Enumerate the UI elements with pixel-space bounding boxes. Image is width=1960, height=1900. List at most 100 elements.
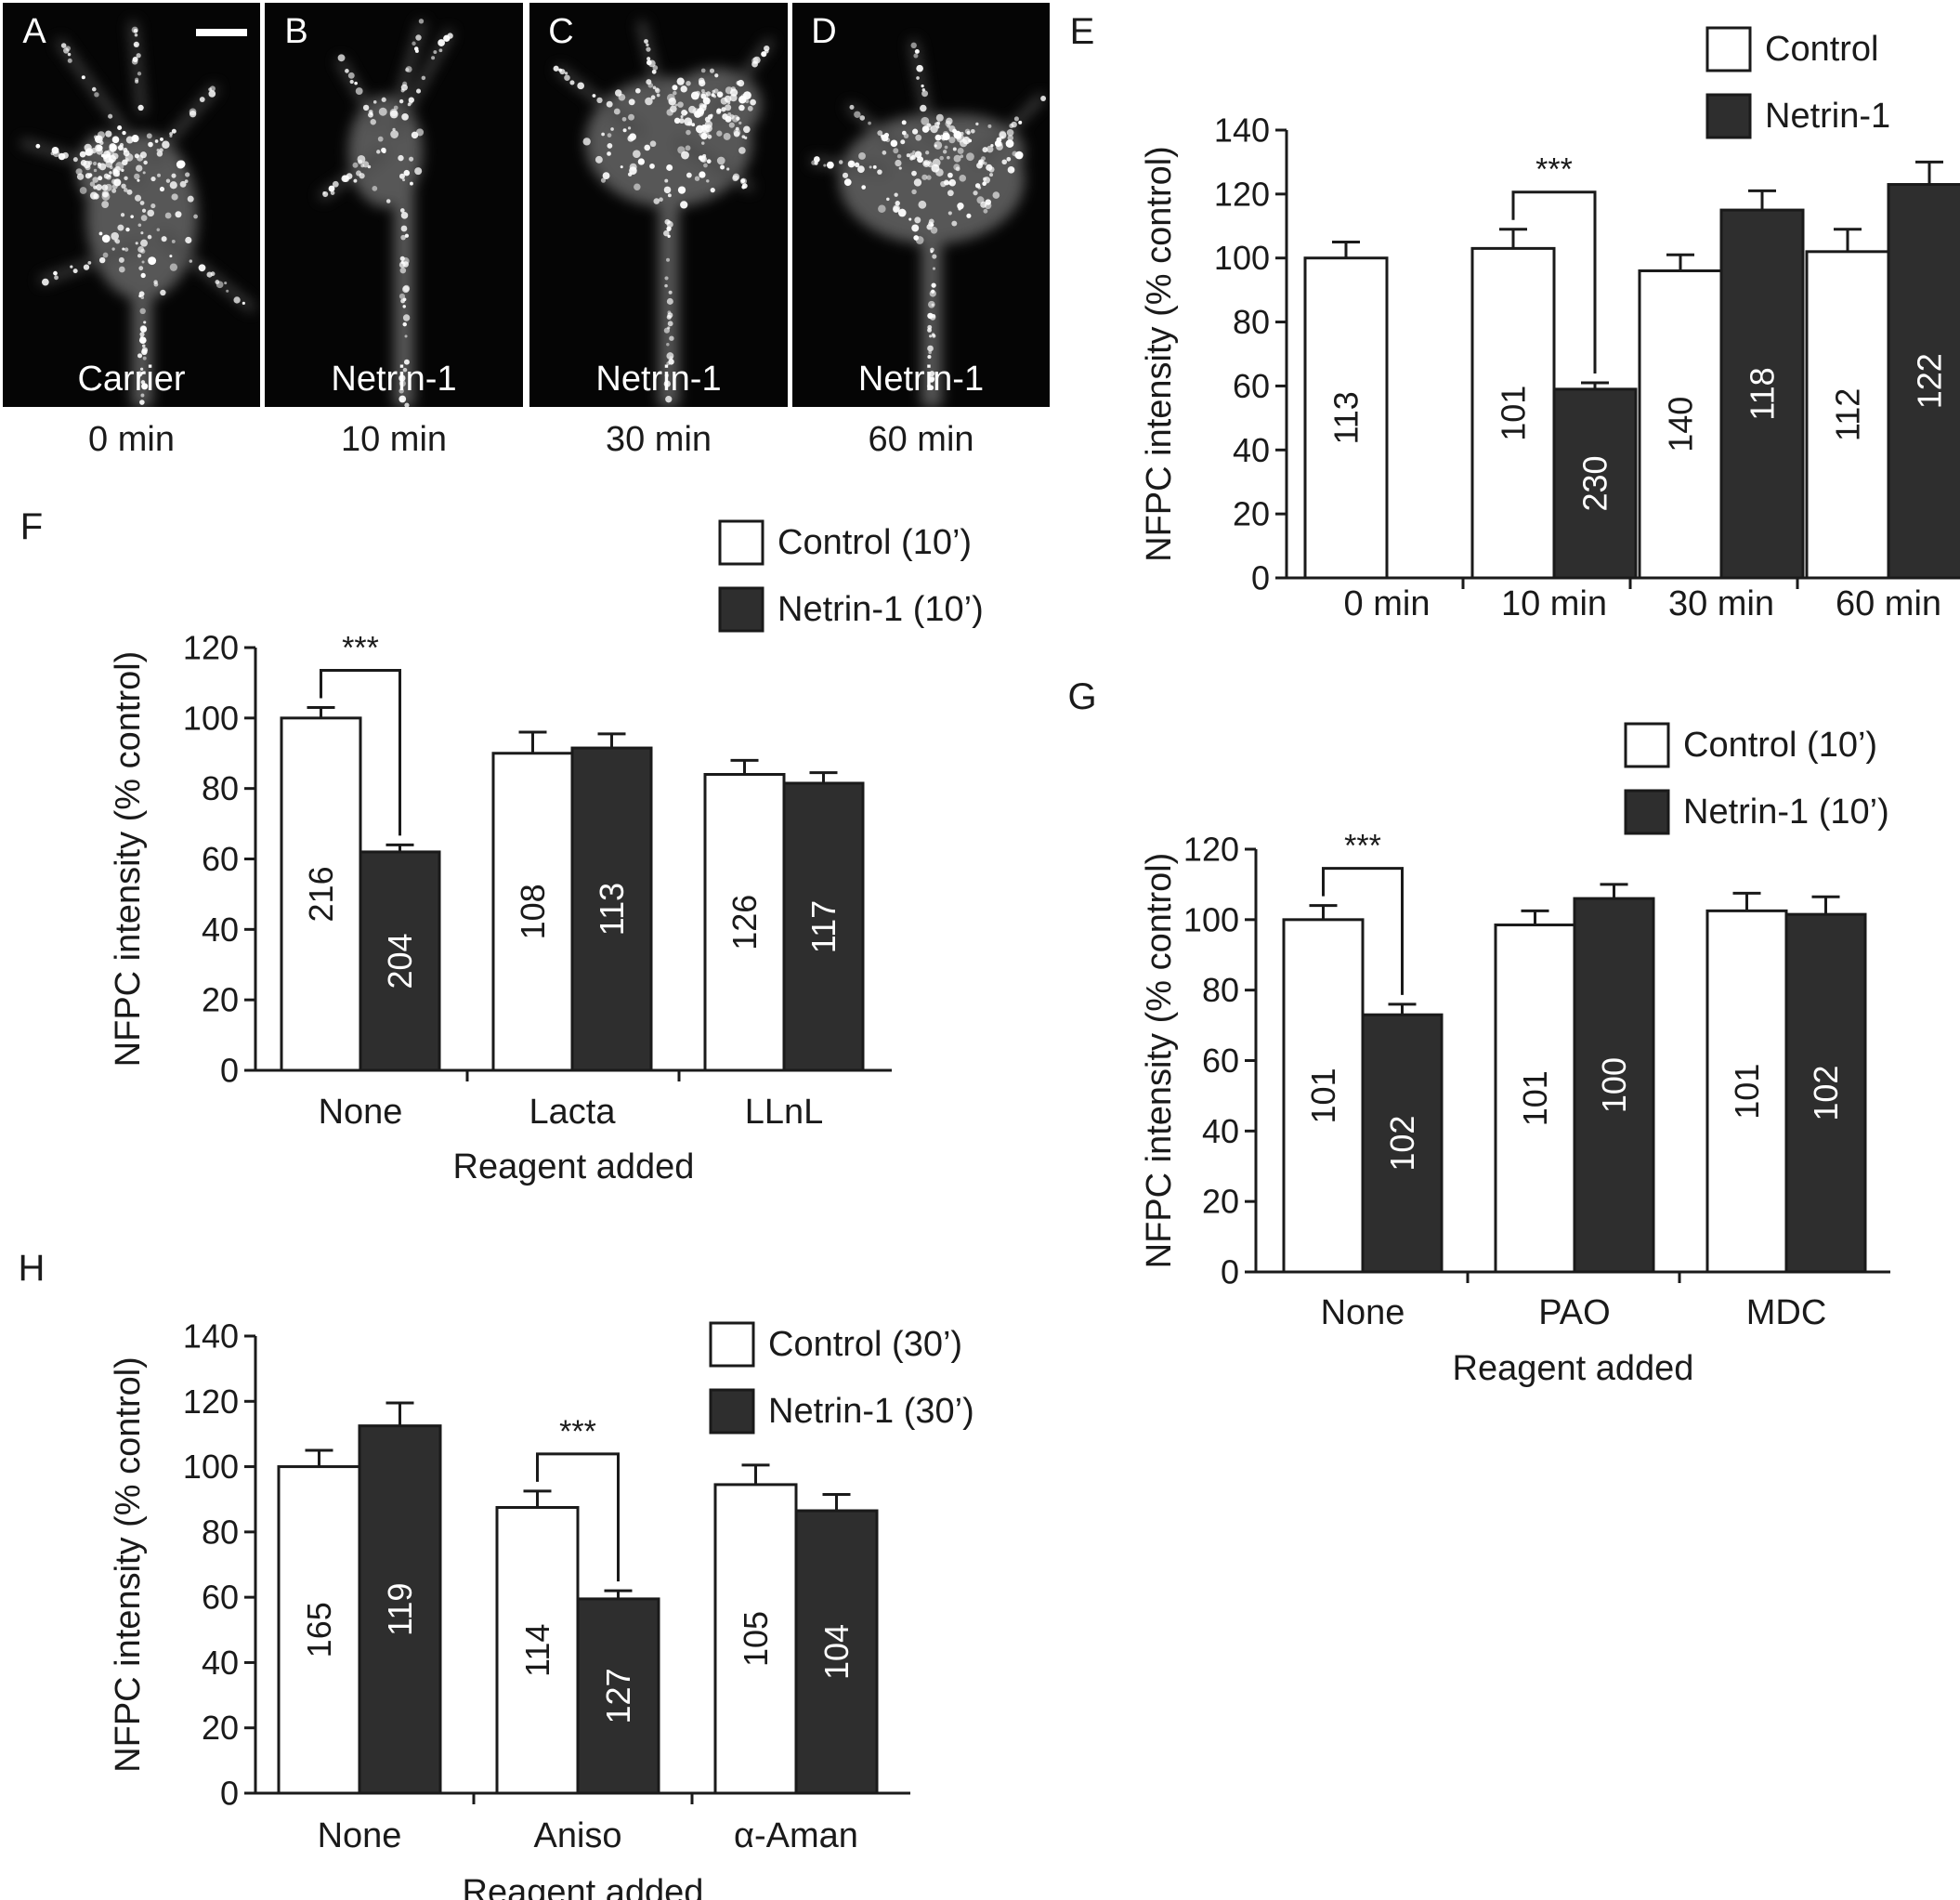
bar-netrin-e — [1552, 387, 1638, 580]
y-tick-label: 100 — [1214, 239, 1270, 277]
legend-swatch — [709, 1321, 755, 1368]
x-tick-label: None — [1321, 1293, 1405, 1332]
y-tick-label: 120 — [183, 629, 239, 667]
bar-netrin-f — [359, 850, 441, 1072]
bar-control-h — [713, 1483, 798, 1795]
y-tick-label: 0 — [1251, 559, 1270, 597]
bar-netrin-g — [1784, 912, 1867, 1274]
legend-entry: Control (30’) — [768, 1325, 962, 1364]
x-tick-label: None — [318, 1816, 402, 1855]
significance-label: *** — [342, 630, 379, 665]
bar-control-h — [277, 1465, 361, 1795]
significance-bracket — [1322, 867, 1404, 995]
bar-n-label: 112 — [1829, 388, 1867, 441]
panel-letter: F — [20, 506, 43, 547]
bar-n-label: 108 — [514, 884, 552, 939]
legend-swatch — [1624, 722, 1670, 768]
scale-bar — [196, 29, 247, 36]
y-tick-label: 40 — [202, 911, 239, 949]
y-tick-label: 120 — [1183, 831, 1239, 869]
bar-n-label: 102 — [1807, 1066, 1845, 1121]
legend-swatch — [1624, 789, 1670, 835]
significance-bracket — [320, 668, 401, 836]
y-tick-label: 120 — [183, 1382, 239, 1421]
bar-netrin-f — [782, 781, 865, 1072]
bar-n-label: 114 — [518, 1624, 556, 1677]
neuron-image — [553, 20, 775, 407]
chart-panel-h: H 0 20 40 60 80 100 120 140 NFPC intensity (% con… — [19, 1248, 974, 1900]
micrograph-letter: D — [811, 12, 836, 51]
y-tick-label: 100 — [183, 1448, 239, 1486]
bar-netrin-g — [1361, 1013, 1444, 1274]
bar-n-label: 100 — [1595, 1057, 1633, 1113]
y-tick-label: 60 — [1202, 1042, 1239, 1080]
significance-bracket — [536, 1452, 620, 1582]
micrograph-time-label: 10 min — [341, 420, 447, 459]
x-tick-label: 30 min — [1668, 584, 1774, 623]
y-tick-label: 80 — [202, 769, 239, 807]
significance-label: *** — [1535, 152, 1573, 188]
legend-swatch — [718, 519, 764, 566]
bar-control-e — [1638, 269, 1723, 580]
neuron-puncta — [35, 26, 245, 405]
panel-letter: H — [19, 1248, 46, 1289]
bar-netrin-e — [1719, 208, 1805, 580]
bar-n-label: 101 — [1728, 1064, 1766, 1120]
bar-n-label: 119 — [381, 1583, 419, 1636]
y-tick-label: 60 — [1233, 367, 1270, 405]
bar-control-f — [280, 716, 362, 1072]
x-tick-label: 0 min — [1344, 584, 1431, 623]
bar-n-label: 126 — [725, 895, 764, 950]
legend-entry: Netrin-1 (10’) — [1683, 793, 1889, 832]
x-tick-label: LLnL — [745, 1093, 824, 1132]
neuron-image — [20, 20, 256, 407]
y-tick-label: 20 — [1233, 495, 1270, 533]
bar-n-label: 113 — [1327, 391, 1365, 444]
micrograph-treatment-label: Netrin-1 — [858, 360, 984, 399]
chart-panel-f: F 0 20 40 60 80 100 120 NFPC intensity (% contro… — [20, 506, 984, 1186]
bar-control-h — [495, 1506, 580, 1795]
x-tick-label: MDC — [1746, 1293, 1827, 1332]
y-tick-label: 40 — [202, 1644, 239, 1682]
micrograph-letter: B — [284, 12, 307, 51]
significance-label: *** — [559, 1414, 596, 1449]
bar-netrin-g — [1573, 897, 1655, 1274]
y-axis-label: NFPC intensity (% control) — [109, 651, 148, 1068]
bar-control-g — [1494, 924, 1576, 1274]
y-tick-label: 20 — [1202, 1183, 1239, 1221]
y-tick-label: 120 — [1214, 175, 1270, 213]
micrograph-panel-b: B Netrin-1 — [265, 3, 523, 407]
bar-control-e — [1805, 250, 1890, 580]
bar-n-label: 113 — [593, 883, 631, 936]
y-tick-label: 80 — [1202, 971, 1239, 1009]
x-axis-label: Reagent added — [463, 1873, 704, 1900]
y-tick-label: 40 — [1233, 431, 1270, 469]
bar-n-label: 102 — [1383, 1116, 1421, 1172]
micrograph-row: A Carrier 0 min B Netrin-1 10 min C Netrin-1 30 … — [3, 3, 1050, 459]
panel-letter: G — [1067, 676, 1096, 717]
neuron-puncta — [322, 19, 453, 407]
legend-entry: Control (10’) — [1683, 726, 1877, 765]
y-axis-label: NFPC intensity (% control) — [1140, 853, 1179, 1269]
bar-n-label: 101 — [1495, 386, 1533, 441]
x-tick-label: PAO — [1538, 1293, 1610, 1332]
bar-netrin-h — [358, 1424, 442, 1795]
y-tick-label: 140 — [1214, 111, 1270, 150]
legend-swatch — [718, 586, 764, 633]
micrograph-treatment-label: Netrin-1 — [595, 360, 721, 399]
bar-netrin-h — [576, 1597, 660, 1795]
bar-n-label: 122 — [1911, 353, 1949, 409]
legend-entry: Control (10’) — [777, 523, 972, 562]
legend-swatch — [709, 1388, 755, 1435]
legend-swatch — [1705, 26, 1752, 72]
y-tick-label: 80 — [202, 1513, 239, 1551]
y-tick-label: 100 — [1183, 900, 1239, 938]
bar-n-label: 101 — [1304, 1068, 1342, 1123]
y-axis-label: NFPC intensity (% control) — [1140, 146, 1179, 562]
x-tick-label: None — [319, 1093, 403, 1132]
y-tick-label: 60 — [202, 1579, 239, 1617]
neuron-image — [318, 19, 454, 407]
bar-control-f — [491, 752, 574, 1072]
micrograph-letter: A — [22, 12, 46, 51]
